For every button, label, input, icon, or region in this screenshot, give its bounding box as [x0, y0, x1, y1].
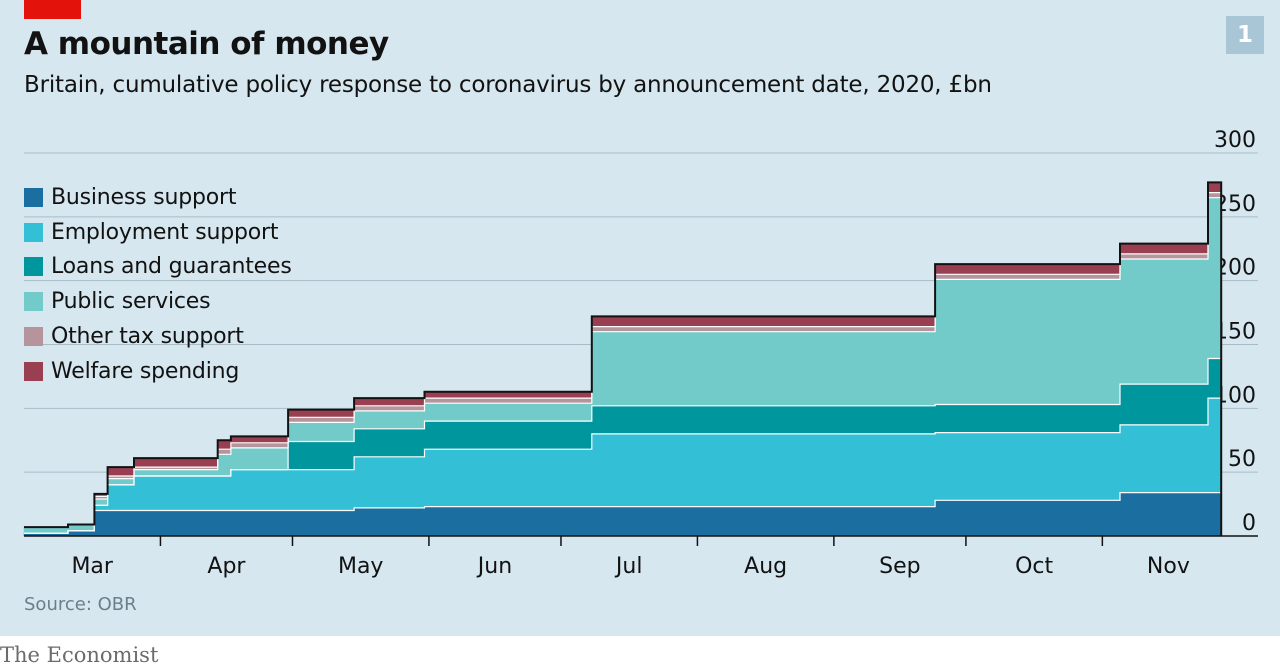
legend-label: Other tax support — [51, 324, 244, 350]
legend-item: Other tax support — [24, 319, 292, 354]
x-tick-label: Jul — [614, 554, 643, 579]
total-line — [24, 181, 1223, 536]
x-tick-label: May — [338, 554, 383, 579]
x-tick-label: Oct — [1015, 554, 1053, 579]
y-tick-label: 0 — [1242, 511, 1256, 536]
legend-item: Loans and guarantees — [24, 250, 292, 285]
publisher-wordmark: The Economist — [0, 643, 159, 667]
legend-item: Business support — [24, 180, 292, 215]
page-title: A mountain of money — [24, 26, 389, 62]
legend-label: Employment support — [51, 219, 279, 245]
legend-item: Public services — [24, 284, 292, 319]
chart-legend: Business support Employment support Loans … — [24, 180, 292, 389]
legend-swatch — [24, 257, 43, 277]
legend-label: Welfare spending — [51, 358, 240, 384]
x-tick-label: Mar — [71, 554, 113, 579]
legend-swatch — [24, 361, 43, 381]
legend-swatch — [24, 187, 43, 207]
brand-red-tag — [24, 0, 81, 19]
legend-swatch — [24, 292, 43, 312]
legend-label: Public services — [51, 289, 211, 315]
y-tick-label: 300 — [1214, 128, 1256, 153]
legend-swatch — [24, 222, 43, 242]
x-tick-label: Nov — [1147, 554, 1190, 579]
legend-item: Employment support — [24, 215, 292, 250]
x-tick-label: Apr — [207, 554, 246, 579]
chart-subtitle: Britain, cumulative policy response to c… — [24, 72, 992, 98]
x-tick-label: Aug — [744, 554, 787, 579]
x-tick-label: Sep — [879, 554, 920, 579]
legend-label: Loans and guarantees — [51, 254, 292, 280]
source-note: Source: OBR — [24, 594, 137, 615]
x-tick-label: Jun — [476, 554, 512, 579]
legend-label: Business support — [51, 184, 237, 210]
legend-item: Welfare spending — [24, 354, 292, 389]
chart-number-badge: 1 — [1226, 16, 1264, 54]
legend-swatch — [24, 327, 43, 347]
y-tick-label: 50 — [1228, 447, 1256, 472]
